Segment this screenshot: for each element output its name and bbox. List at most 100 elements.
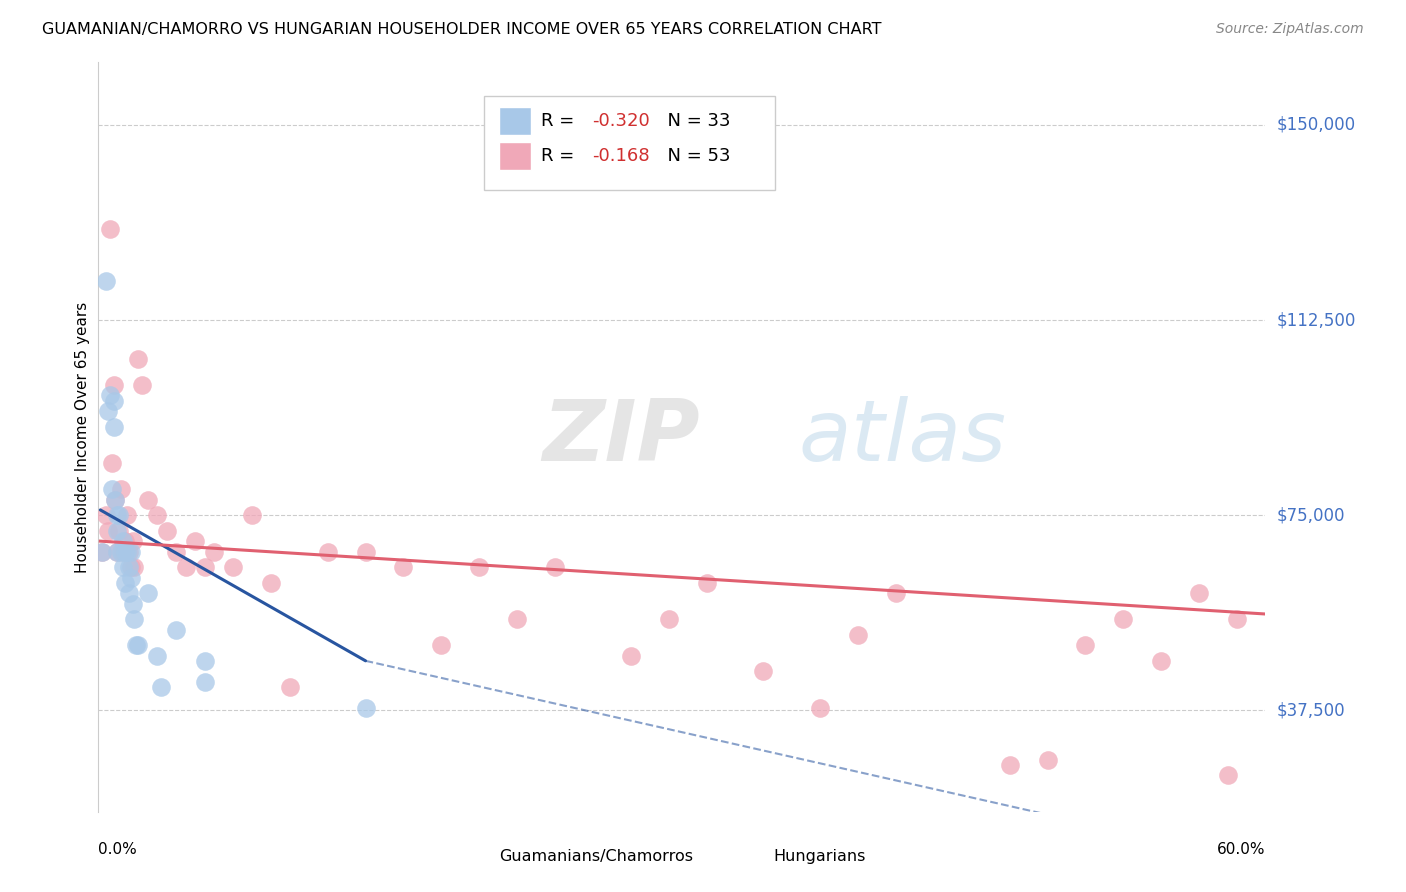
Point [105, 524, 128, 538]
Text: Source: ZipAtlas.com: Source: ZipAtlas.com [1216, 22, 1364, 37]
Text: GUAMANIAN/CHAMORRO VS HUNGARIAN HOUSEHOLDER INCOME OVER 65 YEARS CORRELATION CHA: GUAMANIAN/CHAMORRO VS HUNGARIAN HOUSEHOL… [42, 22, 882, 37]
Point [1226, 612, 1249, 626]
Point [222, 560, 245, 574]
Text: -0.168: -0.168 [592, 147, 650, 165]
Text: $150,000: $150,000 [1277, 116, 1355, 134]
Point [193, 674, 215, 689]
Point [278, 680, 301, 694]
Point [103, 378, 125, 392]
Point [1216, 768, 1239, 782]
Text: Hungarians: Hungarians [773, 849, 865, 864]
Point [98, 222, 121, 236]
Point [103, 393, 125, 408]
Point [112, 534, 135, 549]
Text: N = 33: N = 33 [657, 112, 731, 130]
Point [149, 680, 172, 694]
Point [846, 628, 869, 642]
Point [114, 575, 136, 590]
Point [354, 700, 377, 714]
Point [125, 638, 148, 652]
Point [156, 524, 179, 538]
Point [392, 560, 415, 574]
Text: Guamanians/Chamorros: Guamanians/Chamorros [499, 849, 693, 864]
Point [1188, 586, 1211, 600]
Point [118, 544, 141, 558]
FancyBboxPatch shape [484, 96, 775, 190]
Point [104, 492, 127, 507]
Point [120, 571, 142, 585]
Point [998, 758, 1021, 772]
Point [120, 560, 142, 574]
Point [184, 534, 207, 549]
Point [808, 700, 831, 714]
Point [121, 534, 143, 549]
Text: N = 53: N = 53 [657, 147, 731, 165]
Point [131, 378, 153, 392]
Point [884, 586, 907, 600]
Point [127, 351, 149, 366]
FancyBboxPatch shape [499, 107, 531, 135]
Point [620, 648, 643, 663]
Point [98, 388, 121, 402]
Text: atlas: atlas [799, 395, 1007, 479]
Point [506, 612, 529, 626]
Point [752, 664, 775, 679]
Point [146, 648, 169, 663]
Point [91, 544, 114, 558]
Point [240, 508, 263, 523]
Point [430, 638, 453, 652]
Text: R =: R = [541, 147, 579, 165]
Point [100, 482, 122, 496]
Point [658, 612, 681, 626]
Text: $112,500: $112,500 [1277, 311, 1355, 329]
Point [260, 575, 283, 590]
Point [115, 544, 138, 558]
Point [1112, 612, 1135, 626]
Text: 0.0%: 0.0% [98, 842, 138, 857]
Point [91, 544, 114, 558]
Ellipse shape [471, 845, 496, 869]
Point [112, 544, 135, 558]
Point [105, 544, 128, 558]
Point [354, 544, 377, 558]
Point [316, 544, 339, 558]
FancyBboxPatch shape [499, 142, 531, 170]
Point [100, 456, 122, 470]
Point [124, 612, 146, 626]
Text: $75,000: $75,000 [1277, 506, 1346, 524]
Point [165, 544, 187, 558]
Text: R =: R = [541, 112, 579, 130]
Point [105, 544, 128, 558]
Point [120, 544, 142, 558]
Point [97, 524, 120, 538]
Point [174, 560, 197, 574]
Point [112, 560, 135, 574]
Point [121, 597, 143, 611]
Point [136, 586, 159, 600]
Point [104, 492, 127, 507]
Point [105, 508, 128, 523]
Point [544, 560, 567, 574]
Point [94, 508, 117, 523]
Point [202, 544, 225, 558]
Point [94, 274, 117, 288]
Point [114, 544, 136, 558]
Point [468, 560, 491, 574]
Y-axis label: Householder Income Over 65 years: Householder Income Over 65 years [75, 301, 90, 573]
Text: -0.320: -0.320 [592, 112, 650, 130]
Point [696, 575, 718, 590]
Text: ZIP: ZIP [541, 395, 700, 479]
Point [1150, 654, 1173, 668]
Point [103, 419, 125, 434]
Point [193, 560, 215, 574]
Point [146, 508, 169, 523]
Point [108, 524, 131, 538]
Point [115, 508, 138, 523]
Point [118, 560, 141, 574]
Point [118, 586, 141, 600]
Text: 60.0%: 60.0% [1218, 842, 1265, 857]
Point [165, 623, 187, 637]
Point [193, 654, 215, 668]
Point [1036, 753, 1059, 767]
Text: $37,500: $37,500 [1277, 701, 1346, 719]
